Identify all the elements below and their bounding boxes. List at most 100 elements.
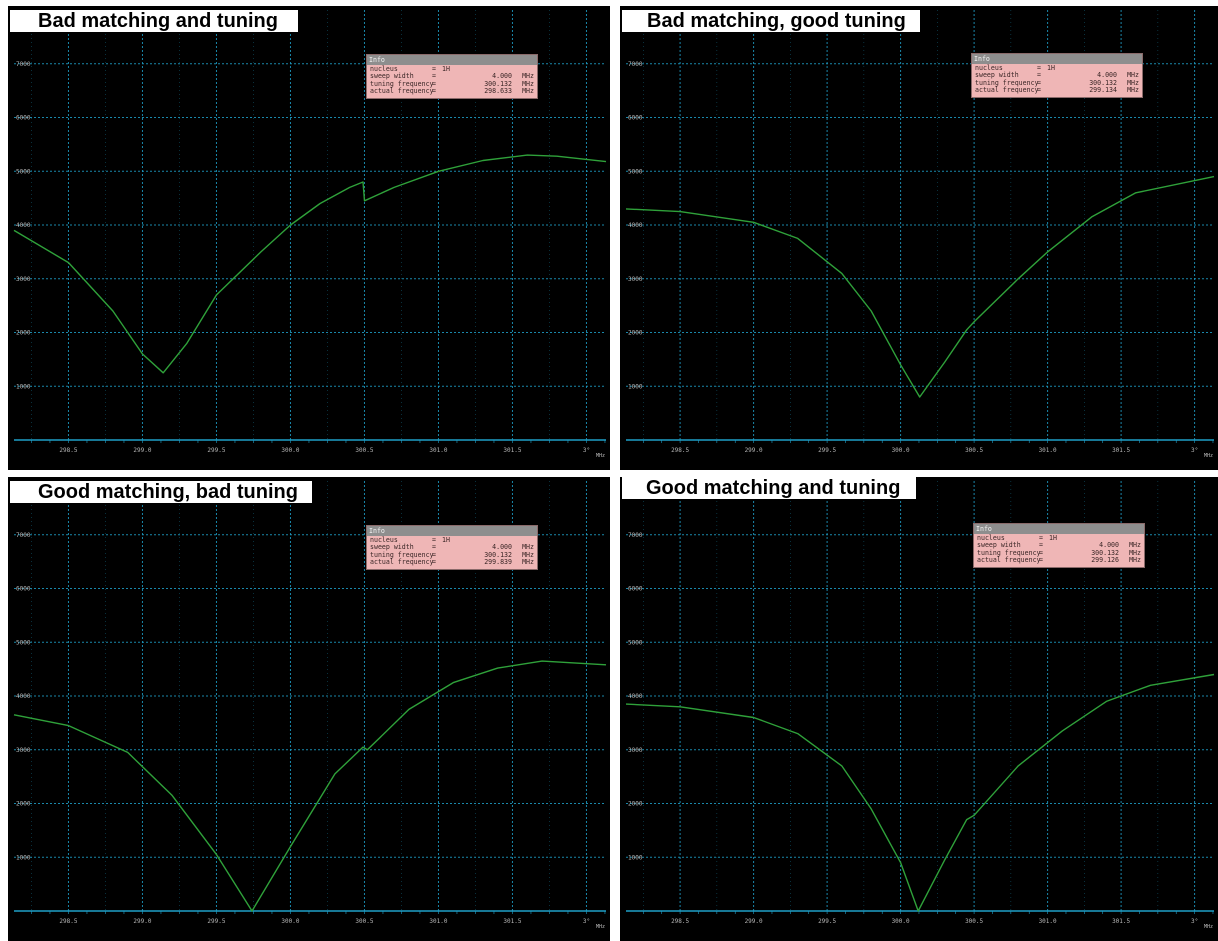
unit: MHz	[522, 550, 534, 559]
x-tick-label: 298.5	[671, 447, 689, 454]
actual-frequency-value: 299.134	[1089, 86, 1117, 95]
chart-panel: 7000 6000 5000 4000 3000 2000 1000 298.5 299.0 29…	[8, 6, 610, 470]
info-box: Info nucleus = 1H sweep width = 4.000 MHz tun…	[973, 523, 1145, 568]
x-tick-label: 299.0	[745, 447, 763, 454]
chart-panel: 7000 6000 5000 4000 3000 2000 1000 298.5 299.0 29…	[8, 477, 610, 941]
reflection-trace	[625, 673, 1215, 912]
y-tick-label: 7000	[16, 61, 31, 68]
x-tick-label: 3°	[1191, 447, 1198, 454]
tuning-frequency-value: 300.132	[1091, 548, 1119, 557]
unit: MHz	[1129, 556, 1141, 565]
x-tick-label: 301.5	[1112, 918, 1130, 925]
unit: MHz	[1127, 86, 1139, 95]
x-tick-label: 299.5	[818, 447, 836, 454]
y-tick-label: 1000	[628, 383, 643, 390]
x-tick-label: 301.5	[503, 918, 521, 925]
panel-title: Good matching, bad tuning	[10, 481, 312, 503]
unit: MHz	[522, 79, 534, 88]
x-tick-label: 300.5	[355, 447, 373, 454]
y-tick-label: 7000	[628, 61, 643, 68]
y-tick-label: 1000	[16, 854, 31, 861]
x-tick-label: 298.5	[59, 918, 77, 925]
unit: MHz	[1127, 71, 1139, 80]
x-tick-label: 301.0	[1039, 447, 1057, 454]
y-tick-label: 5000	[628, 639, 643, 646]
x-tick-label: 3°	[583, 918, 590, 925]
x-tick-label: 300.0	[281, 918, 299, 925]
y-tick-label: 5000	[628, 168, 643, 175]
y-tick-label: 2000	[16, 330, 31, 337]
x-tick-label: 300.0	[892, 918, 910, 925]
y-tick-label: 3000	[628, 747, 643, 754]
x-unit-label: MHz	[1204, 453, 1213, 459]
x-tick-label: 299.5	[207, 447, 225, 454]
info-box: Info nucleus = 1H sweep width = 4.000 MHz tun…	[971, 53, 1143, 98]
x-tick-label: 299.5	[207, 918, 225, 925]
y-tick-label: 6000	[16, 586, 31, 593]
y-tick-label: 1000	[16, 383, 31, 390]
x-tick-label: 300.5	[965, 918, 983, 925]
chart-panel: 7000 6000 5000 4000 3000 2000 1000 298.5 299.0 29…	[620, 6, 1218, 470]
panel-title: Bad matching and tuning	[10, 10, 298, 32]
reflection-trace	[625, 175, 1215, 398]
tuning-frequency-value: 300.132	[484, 550, 512, 559]
x-tick-label: 3°	[1191, 918, 1198, 925]
y-tick-label: 1000	[628, 854, 643, 861]
sweep-width-value: 4.000	[1097, 71, 1117, 80]
y-tick-label: 6000	[628, 115, 643, 122]
unit: MHz	[1129, 541, 1141, 550]
actual-frequency-value: 298.633	[484, 87, 512, 96]
y-tick-label: 7000	[16, 532, 31, 539]
nucleus-value: 1H	[442, 536, 450, 544]
chart-svg: 7000 6000 5000 4000 3000 2000 1000 298.5 299.0 29…	[13, 10, 607, 459]
x-tick-label: 301.0	[429, 918, 447, 925]
y-tick-label: 4000	[628, 693, 643, 700]
unit: MHz	[1129, 548, 1141, 557]
x-tick-label: 301.5	[503, 447, 521, 454]
actual-frequency-value: 299.839	[484, 558, 512, 567]
info-box: Info nucleus = 1H sweep width = 4.000 MHz tun…	[366, 54, 538, 99]
y-tick-label: 3000	[16, 276, 31, 283]
info-box: Info nucleus = 1H sweep width = 4.000 MHz tun…	[366, 525, 538, 570]
actual-frequency-value: 299.126	[1091, 556, 1119, 565]
y-tick-label: 2000	[628, 330, 643, 337]
y-tick-label: 6000	[16, 115, 31, 122]
info-header: Info	[367, 526, 537, 536]
x-tick-label: 299.0	[133, 918, 151, 925]
chart-svg: 7000 6000 5000 4000 3000 2000 1000 298.5 299.0 29…	[625, 481, 1215, 930]
sweep-width-value: 4.000	[492, 72, 512, 81]
chart-panel: 7000 6000 5000 4000 3000 2000 1000 298.5 299.0 29…	[620, 477, 1218, 941]
info-header: Info	[972, 54, 1142, 64]
x-tick-label: 298.5	[59, 447, 77, 454]
x-tick-label: 299.0	[133, 447, 151, 454]
y-tick-label: 5000	[16, 639, 31, 646]
unit: MHz	[522, 543, 534, 552]
y-tick-label: 2000	[16, 801, 31, 808]
tuning-frequency-value: 300.132	[484, 79, 512, 88]
x-unit-label: MHz	[596, 924, 605, 930]
y-tick-label: 3000	[16, 747, 31, 754]
x-tick-label: 301.0	[429, 447, 447, 454]
y-tick-label: 4000	[16, 222, 31, 229]
reflection-trace	[13, 154, 607, 374]
x-unit-label: MHz	[596, 453, 605, 459]
nucleus-value: 1H	[1049, 534, 1057, 542]
sweep-width-value: 4.000	[492, 543, 512, 552]
reflection-trace	[13, 660, 607, 912]
x-tick-label: 3°	[583, 447, 590, 454]
chart-svg: 7000 6000 5000 4000 3000 2000 1000 298.5 299.0 29…	[625, 10, 1215, 459]
x-tick-label: 300.0	[892, 447, 910, 454]
info-header: Info	[974, 524, 1144, 534]
y-tick-label: 3000	[628, 276, 643, 283]
unit: MHz	[522, 558, 534, 567]
info-header: Info	[367, 55, 537, 65]
tuning-frequency-value: 300.132	[1089, 78, 1117, 87]
unit: MHz	[1127, 78, 1139, 87]
nucleus-value: 1H	[442, 65, 450, 73]
x-tick-label: 299.5	[818, 918, 836, 925]
sweep-width-value: 4.000	[1099, 541, 1119, 550]
x-tick-label: 300.0	[281, 447, 299, 454]
x-tick-label: 300.5	[355, 918, 373, 925]
x-tick-label: 298.5	[671, 918, 689, 925]
nucleus-value: 1H	[1047, 64, 1055, 72]
